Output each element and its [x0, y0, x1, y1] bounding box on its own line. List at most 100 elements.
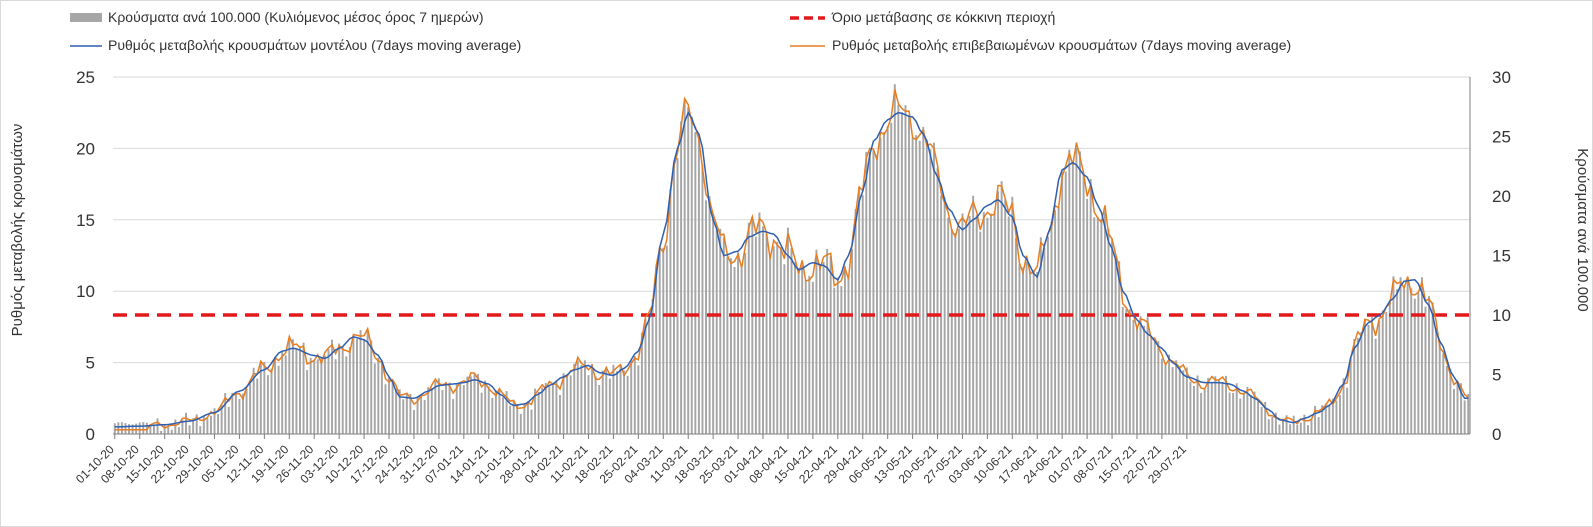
bar [925, 144, 928, 434]
bar [811, 281, 814, 434]
bar [612, 364, 615, 434]
bar [840, 286, 843, 434]
bar [320, 357, 323, 434]
bar [879, 137, 882, 434]
bar [1196, 375, 1199, 434]
bar [982, 212, 985, 434]
bar [1171, 367, 1174, 434]
bar [783, 264, 786, 434]
bar [1022, 267, 1024, 434]
bar [1399, 277, 1402, 434]
bar [975, 215, 978, 434]
bar [316, 359, 319, 434]
bar [1128, 309, 1131, 434]
right-axis-title: Κρούσματα ανά 100.000 [1574, 148, 1591, 311]
bar [822, 261, 825, 434]
bar [548, 386, 551, 434]
bar [1054, 210, 1057, 434]
bar [790, 248, 793, 434]
bar [480, 392, 483, 434]
legend: Κρούσματα ανά 100.000 (Κυλιόμενος μέσος … [70, 9, 1291, 53]
bar [491, 397, 494, 434]
bar [1146, 317, 1149, 434]
bar [1235, 383, 1238, 434]
bar [979, 231, 982, 434]
bar [1157, 341, 1160, 434]
bar [559, 394, 561, 434]
bar [217, 414, 220, 434]
bar [1342, 378, 1345, 434]
bar [266, 375, 269, 434]
bar [929, 149, 932, 434]
bar [1456, 381, 1459, 434]
bar [1353, 338, 1356, 434]
bar [437, 378, 440, 434]
bar [448, 382, 451, 434]
bar [544, 382, 547, 434]
bar [754, 236, 757, 434]
bar [1079, 151, 1081, 434]
bar [1207, 377, 1210, 434]
bar [1360, 331, 1363, 434]
bar [1164, 365, 1167, 434]
bar [202, 415, 205, 434]
bar [772, 246, 775, 434]
bar [808, 275, 811, 434]
bar [1043, 247, 1046, 434]
bar [591, 363, 594, 434]
bar [829, 256, 832, 434]
bar [1168, 354, 1171, 434]
bar [961, 213, 964, 434]
bar [1029, 270, 1032, 434]
bar [466, 376, 469, 434]
bar [776, 241, 779, 434]
bar [658, 247, 661, 434]
bar [786, 227, 789, 434]
bar [487, 386, 490, 434]
bar [1114, 258, 1117, 434]
bar [1232, 393, 1235, 434]
bar [1363, 318, 1366, 434]
bar [1264, 401, 1267, 434]
bar [662, 247, 665, 434]
bar [1285, 415, 1288, 434]
bar [826, 249, 829, 434]
bar [519, 413, 522, 434]
bar [1324, 403, 1327, 434]
bar [473, 374, 476, 434]
bar [1431, 302, 1434, 434]
bar [598, 385, 601, 434]
bar [1103, 211, 1106, 434]
bar [626, 375, 629, 434]
bar [729, 258, 732, 434]
bar [797, 268, 800, 434]
bar [904, 105, 907, 434]
bar [722, 237, 725, 434]
bar [932, 142, 935, 434]
bar [644, 318, 647, 434]
bar [1449, 368, 1452, 434]
bar [1111, 238, 1114, 434]
bar [997, 191, 1000, 434]
bar [352, 335, 355, 434]
bar [1246, 386, 1249, 434]
bar [680, 121, 683, 435]
bar [989, 213, 992, 434]
bar [117, 422, 120, 434]
bar [409, 393, 412, 434]
bar [356, 338, 358, 434]
bar [637, 365, 640, 434]
right-tick-label: 15 [1492, 247, 1511, 266]
bar [648, 315, 651, 434]
bar [502, 397, 504, 434]
bar [534, 388, 537, 434]
bar [391, 381, 394, 434]
bar [623, 370, 626, 434]
bar [295, 349, 298, 434]
bar [883, 132, 886, 434]
bar [1335, 400, 1338, 434]
bar [455, 383, 458, 434]
bar [954, 233, 957, 434]
bar [1192, 385, 1195, 434]
bar [135, 423, 138, 434]
